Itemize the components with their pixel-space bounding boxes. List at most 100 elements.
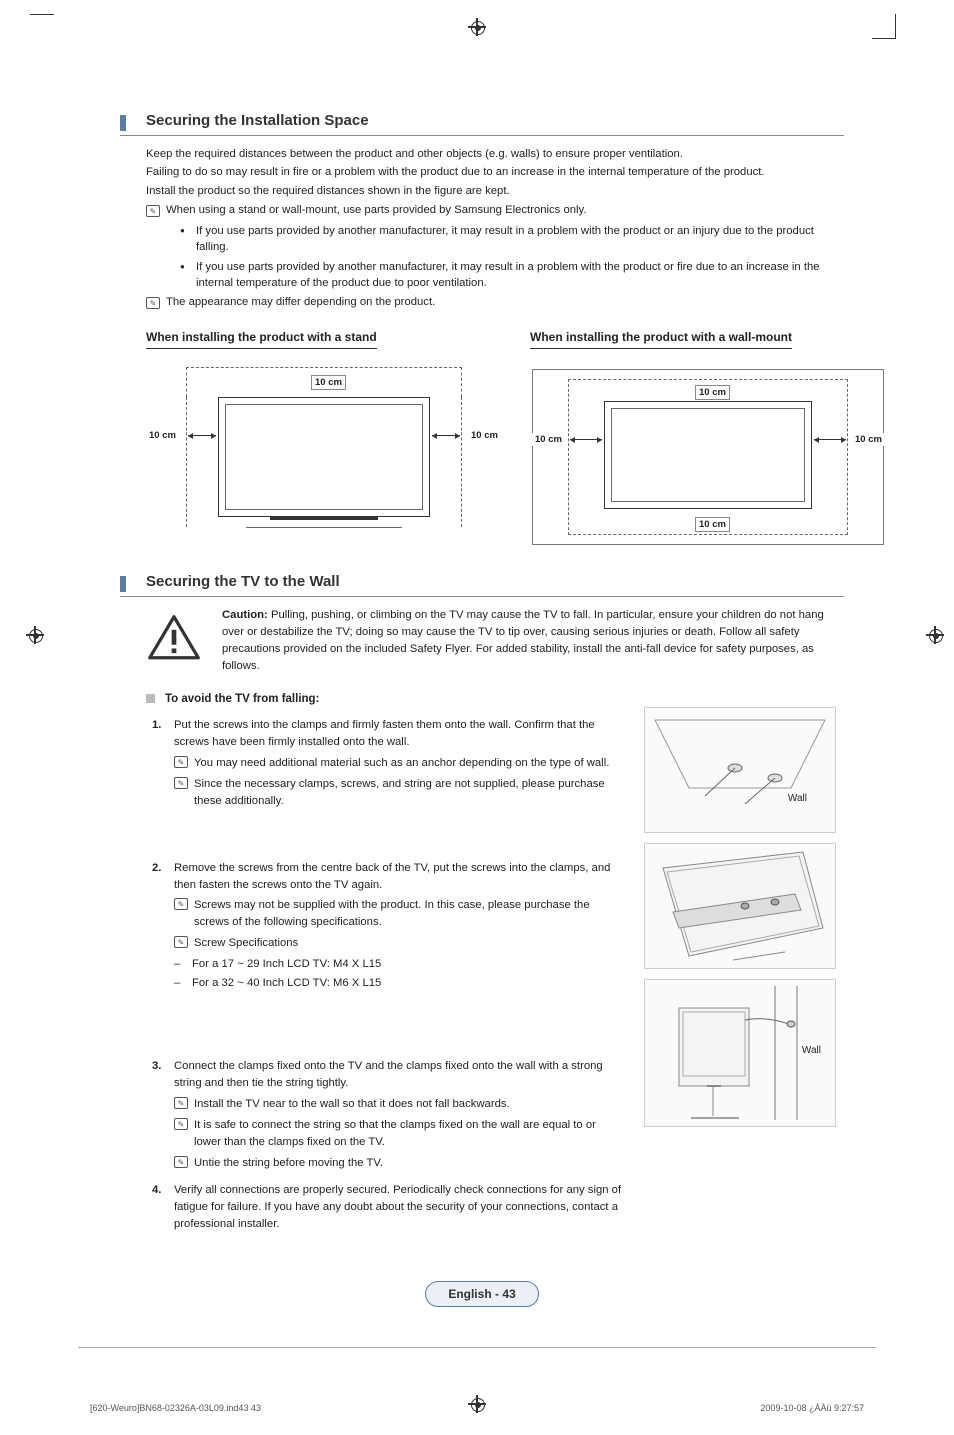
wallmount-install-title: When installing the product with a wall-… xyxy=(530,329,792,349)
step-4: Verify all connections are properly secu… xyxy=(146,1182,624,1233)
wall-label: Wall xyxy=(802,1044,821,1058)
grey-square-marker xyxy=(146,694,155,703)
warning-icon xyxy=(146,613,202,662)
avoid-falling-title: To avoid the TV from falling: xyxy=(146,691,844,707)
dash-text: For a 32 ~ 40 Inch LCD TV: M6 X L15 xyxy=(192,975,381,992)
section-2-header: Securing the TV to the Wall xyxy=(120,571,844,597)
paragraph: Failing to do so may result in fire or a… xyxy=(146,164,844,180)
step-text: Verify all connections are properly secu… xyxy=(174,1184,621,1230)
steps-left-column: Put the screws into the clamps and firml… xyxy=(146,707,624,1241)
note-text: You may need additional material such as… xyxy=(194,755,624,772)
manual-page: Securing the Installation Space Keep the… xyxy=(0,0,954,1435)
step-2: Remove the screws from the centre back o… xyxy=(146,860,624,993)
dimension-arrow xyxy=(432,435,460,436)
note-icon: ✎ xyxy=(174,936,188,948)
step-note: ✎ Screw Specifications xyxy=(174,935,624,952)
note-icon: ✎ xyxy=(174,756,188,768)
bullet-item: If you use parts provided by another man… xyxy=(180,259,844,292)
page-number-pill: English - 43 xyxy=(425,1281,538,1308)
note-line: ✎ When using a stand or wall-mount, use … xyxy=(146,203,844,219)
tv-stand-foot xyxy=(246,527,402,528)
tv-body xyxy=(218,397,430,517)
tv-back-svg xyxy=(645,844,835,968)
note-text: Since the necessary clamps, screws, and … xyxy=(194,776,624,810)
note-icon: ✎ xyxy=(146,205,160,217)
step-note: ✎ It is safe to connect the string so th… xyxy=(174,1117,624,1151)
note-icon: ✎ xyxy=(174,898,188,910)
step-note: ✎ You may need additional material such … xyxy=(174,755,624,772)
installation-diagrams: When installing the product with a stand… xyxy=(146,315,844,547)
caution-label: Caution: xyxy=(222,609,268,621)
step-note: ✎ Since the necessary clamps, screws, an… xyxy=(174,776,624,810)
steps-right-column: Wall xyxy=(644,707,844,1241)
crop-mark-top-left xyxy=(30,14,54,15)
dash-item: –For a 32 ~ 40 Inch LCD TV: M6 X L15 xyxy=(174,975,624,992)
step-3: Connect the clamps fixed onto the TV and… xyxy=(146,1058,624,1172)
dimension-label: 10 cm xyxy=(311,375,346,390)
dimension-arrow xyxy=(188,435,216,436)
page-footer: English - 43 xyxy=(120,1281,844,1308)
note-icon: ✎ xyxy=(174,1118,188,1130)
note-text: Screws may not be supplied with the prod… xyxy=(194,897,624,931)
tv-screen xyxy=(611,408,805,502)
step-text: Remove the screws from the centre back o… xyxy=(174,862,610,891)
steps-list: Put the screws into the clamps and firml… xyxy=(146,717,624,1233)
dimension-label: 10 cm xyxy=(695,385,730,400)
note-icon: ✎ xyxy=(174,1156,188,1168)
tv-wall-string-illustration: Wall xyxy=(644,979,836,1127)
print-footer: [620-Weuro]BN68-02326A-03L09.ind43 43 20… xyxy=(90,1398,864,1415)
caution-text: Caution: Pulling, pushing, or climbing o… xyxy=(222,607,844,675)
wall-clamp-illustration: Wall xyxy=(644,707,836,833)
section-marker xyxy=(120,115,126,131)
dash-text: For a 17 ~ 29 Inch LCD TV: M4 X L15 xyxy=(192,956,381,973)
note-text: The appearance may differ depending on t… xyxy=(166,295,844,311)
wallmount-diagram-col: When installing the product with a wall-… xyxy=(530,315,886,547)
stand-diagram-col: When installing the product with a stand… xyxy=(146,315,502,547)
caution-body: Pulling, pushing, or climbing on the TV … xyxy=(222,609,824,672)
step-text: Connect the clamps fixed onto the TV and… xyxy=(174,1060,603,1089)
section-1-header: Securing the Installation Space xyxy=(120,110,844,136)
registration-mark-top xyxy=(468,18,486,36)
page-content: Securing the Installation Space Keep the… xyxy=(20,30,934,1347)
tv-body xyxy=(604,401,812,509)
tv-stand-base xyxy=(270,517,378,520)
section-2-title: Securing the TV to the Wall xyxy=(146,571,340,596)
note-text: When using a stand or wall-mount, use pa… xyxy=(166,203,844,219)
note-icon: ✎ xyxy=(146,297,160,309)
bullet-list: If you use parts provided by another man… xyxy=(180,223,844,292)
paragraph: Keep the required distances between the … xyxy=(146,146,844,162)
note-text: Screw Specifications xyxy=(194,935,624,952)
stand-diagram: 10 cm 10 cm 10 cm xyxy=(146,357,502,547)
note-line: ✎ The appearance may differ depending on… xyxy=(146,295,844,311)
registration-mark-left xyxy=(26,626,44,644)
paragraph: Install the product so the required dist… xyxy=(146,183,844,199)
dimension-label: 10 cm xyxy=(852,433,885,446)
wallmount-diagram: 10 cm 10 cm 10 cm 10 cm xyxy=(530,357,886,547)
crop-mark-top-right xyxy=(895,14,896,38)
dimension-label: 10 cm xyxy=(468,429,501,442)
bullet-item: If you use parts provided by another man… xyxy=(180,223,844,256)
note-text: Install the TV near to the wall so that … xyxy=(194,1096,624,1113)
caution-box: Caution: Pulling, pushing, or climbing o… xyxy=(146,607,844,675)
dimension-label: 10 cm xyxy=(695,517,730,532)
print-timestamp: 2009-10-08 ¿ÀÀü 9:27:57 xyxy=(760,1402,864,1415)
section-marker xyxy=(120,576,126,592)
registration-mark-right xyxy=(926,626,944,644)
wall-label: Wall xyxy=(788,792,807,806)
dimension-arrow xyxy=(814,439,846,440)
note-text: Untie the string before moving the TV. xyxy=(194,1155,624,1172)
wall-illustration-svg xyxy=(645,708,835,832)
avoid-title-text: To avoid the TV from falling: xyxy=(165,693,319,705)
step-note: ✎ Install the TV near to the wall so tha… xyxy=(174,1096,624,1113)
tv-back-illustration xyxy=(644,843,836,969)
dimension-label: 10 cm xyxy=(532,433,565,446)
note-icon: ✎ xyxy=(174,1097,188,1109)
dimension-arrow xyxy=(570,439,602,440)
step-1: Put the screws into the clamps and firml… xyxy=(146,717,624,810)
print-filename: [620-Weuro]BN68-02326A-03L09.ind43 43 xyxy=(90,1402,261,1415)
note-icon: ✎ xyxy=(174,777,188,789)
dimension-label: 10 cm xyxy=(146,429,179,442)
stand-install-title: When installing the product with a stand xyxy=(146,329,377,349)
step-text: Put the screws into the clamps and firml… xyxy=(174,719,595,748)
section-1-title: Securing the Installation Space xyxy=(146,110,369,135)
